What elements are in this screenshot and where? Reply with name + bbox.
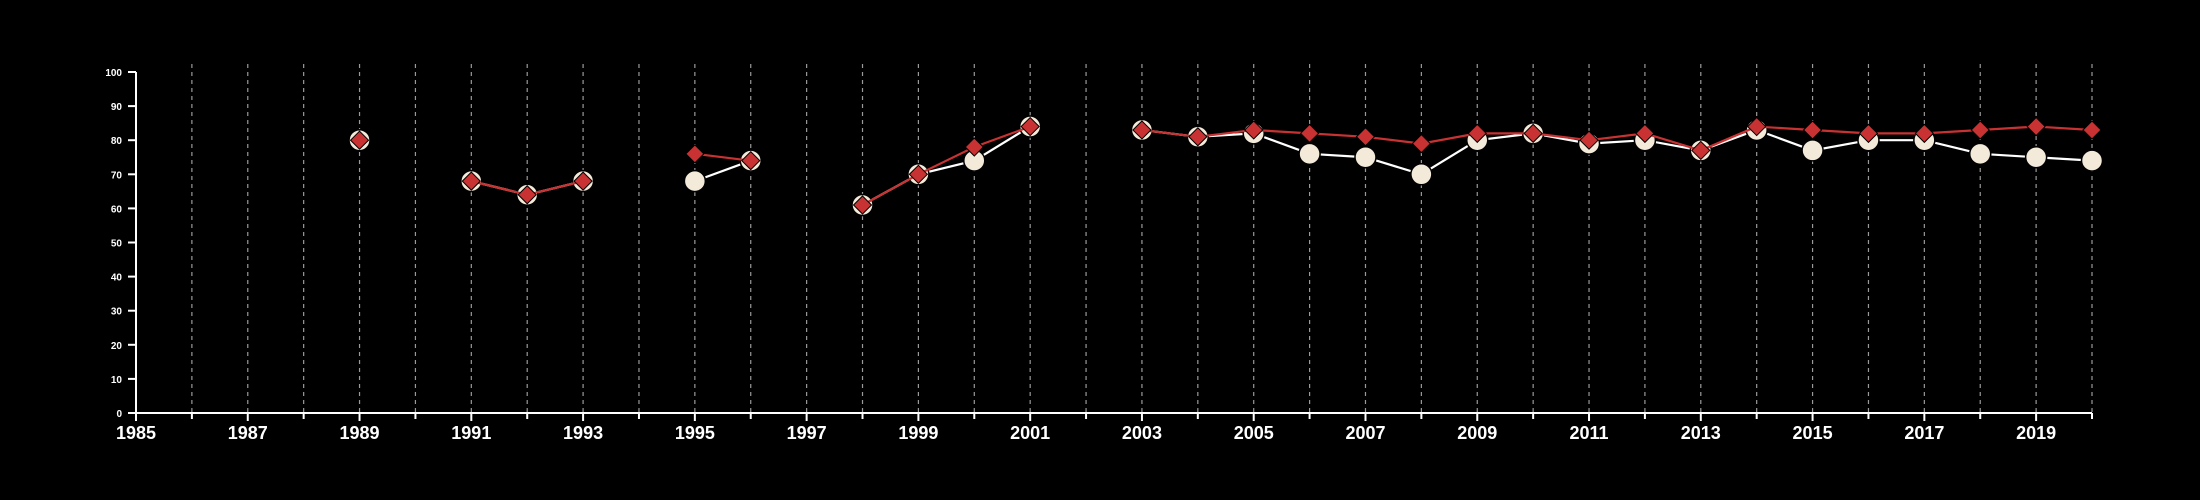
diamond-point-1992 (517, 185, 537, 205)
x-tick-label-1997: 1997 (787, 423, 827, 443)
diamond-point-2015 (1802, 120, 1823, 140)
diamond-point-1998 (852, 195, 873, 215)
y-tick-label-20: 20 (111, 341, 123, 352)
y-tick-label-60: 60 (111, 204, 123, 215)
y-tick-label-80: 80 (111, 136, 123, 147)
x-tick-label-2009: 2009 (1457, 423, 1497, 443)
data-series (348, 115, 2104, 217)
circle-point-2020 (2080, 149, 2104, 172)
axes: 0 10 20 30 40 50 60 70 80 90 100 1985 1987 1989 1991 19… (105, 68, 2093, 443)
diamond-point-1995 (685, 144, 705, 164)
x-tick-label-2015: 2015 (1793, 423, 1833, 443)
diamond-point-2013 (1691, 140, 1711, 161)
x-tick-label-1999: 1999 (898, 423, 938, 443)
circle-point-2008 (1410, 163, 1433, 186)
x-tick-label-2019: 2019 (2016, 423, 2056, 443)
y-tick-label-30: 30 (111, 307, 123, 318)
y-tick-label-100: 100 (105, 68, 122, 79)
diamond-point-2017 (1914, 123, 1935, 144)
circle-point-2018 (1968, 142, 1992, 166)
y-tick-label-0: 0 (116, 409, 122, 420)
diamond-point-2009 (1467, 123, 1487, 144)
circle-point-2007 (1354, 146, 1377, 169)
x-tick-label-1993: 1993 (563, 423, 603, 443)
x-tick-label-2011: 2011 (1569, 423, 1608, 443)
diamond-series-line-3 (861, 125, 1031, 206)
diamond-point-2004 (1188, 127, 1208, 147)
diamond-point-1999 (908, 164, 929, 185)
diamond-point-1996 (741, 150, 761, 171)
circle-point-2015 (1801, 139, 1824, 162)
diamond-series-line-2 (694, 152, 751, 162)
x-tick-label-1995: 1995 (675, 423, 715, 443)
diamond-point-2003 (1132, 120, 1152, 140)
x-tick-label-1989: 1989 (340, 423, 380, 443)
x-tick-label-2007: 2007 (1345, 423, 1385, 443)
diamond-point-2008 (1411, 133, 1432, 154)
diamond-point-2016 (1858, 123, 1879, 144)
diamond-point-2012 (1635, 123, 1655, 144)
diamond-point-2007 (1355, 127, 1376, 147)
diamond-point-2006 (1299, 123, 1320, 144)
y-tick-label-40: 40 (111, 273, 123, 284)
y-tick-label-90: 90 (111, 102, 123, 113)
diamond-point-2010 (1523, 123, 1543, 144)
diamond-point-2020 (2082, 120, 2102, 140)
y-tick-label-50: 50 (111, 239, 123, 250)
circle-point-2019 (2024, 146, 2048, 169)
diamond-point-1989 (349, 130, 370, 150)
x-tick-label-2013: 2013 (1681, 423, 1721, 443)
x-tick-label-1985: 1985 (116, 423, 156, 443)
diamond-point-2018 (1970, 120, 1990, 140)
diamond-point-2019 (2026, 116, 2046, 137)
y-tick-label-70: 70 (111, 170, 123, 181)
diamond-point-1993 (573, 171, 593, 191)
diamond-point-1991 (461, 171, 482, 191)
diamond-series-line-4 (1141, 125, 2093, 152)
x-tick-label-2003: 2003 (1122, 423, 1162, 443)
diamond-point-2011 (1579, 130, 1599, 150)
diamond-point-2000 (964, 137, 984, 157)
circle-point-2006 (1298, 142, 1321, 166)
y-tick-label-10: 10 (111, 375, 123, 386)
diamond-point-2014 (1746, 116, 1767, 137)
circle-point-1995 (683, 169, 707, 193)
diamond-point-2001 (1020, 116, 1040, 137)
x-tick-label-1991: 1991 (451, 423, 491, 443)
x-tick-label-2005: 2005 (1234, 423, 1274, 443)
diamond-point-2005 (1244, 120, 1264, 140)
x-tick-label-2017: 2017 (1904, 423, 1944, 443)
x-tick-label-2001: 2001 (1010, 423, 1050, 443)
x-tick-label-1987: 1987 (228, 423, 268, 443)
